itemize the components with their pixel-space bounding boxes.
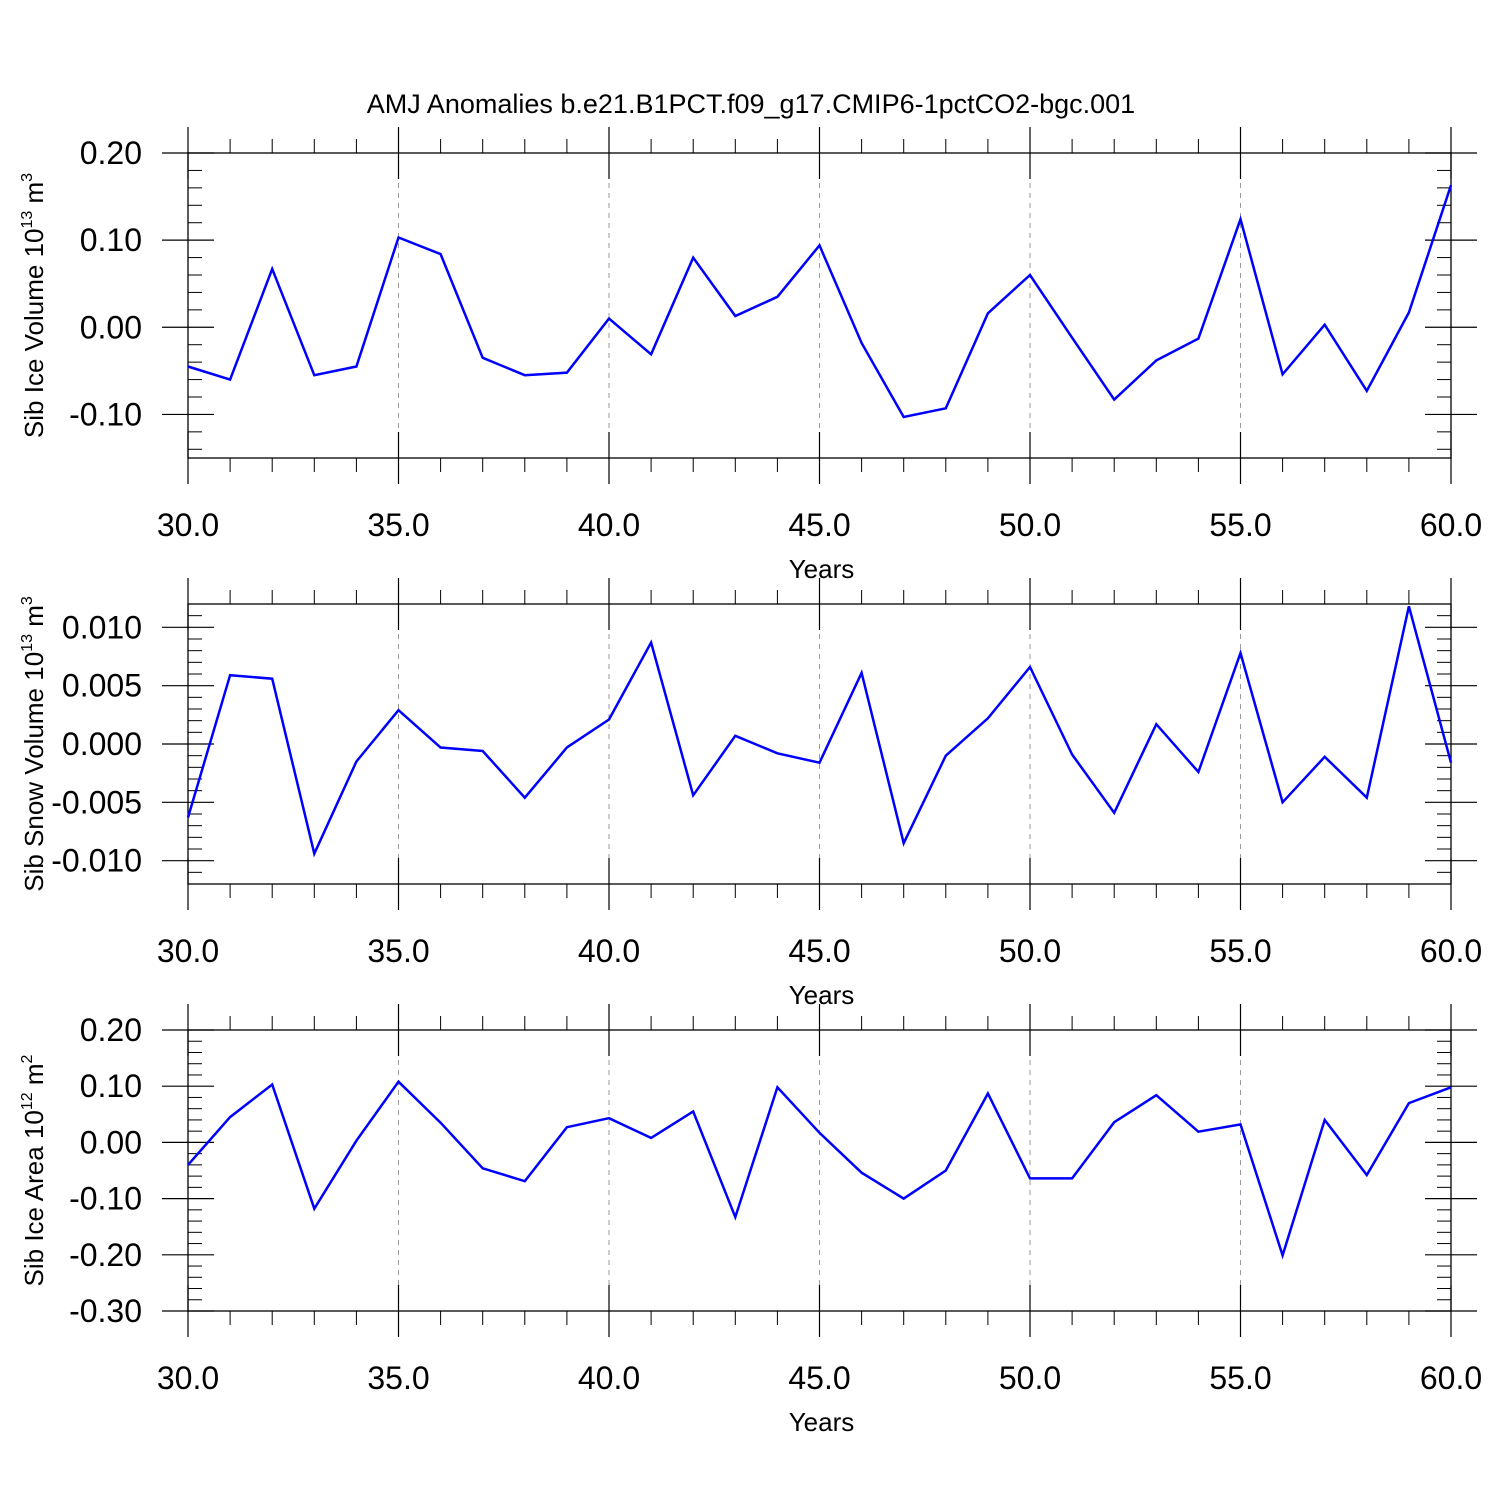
y-axis-label-text: Sib Ice Area 10	[19, 1110, 49, 1286]
y-tick-label: -0.20	[69, 1237, 142, 1273]
x-tick-label: 30.0	[157, 933, 219, 969]
y-tick-label: -0.10	[69, 1181, 142, 1217]
x-tick-label: 40.0	[578, 933, 640, 969]
y-axis-label-unit-exponent: 3	[19, 596, 36, 605]
y-tick-label: 0.10	[80, 1068, 142, 1104]
x-tick-label: 30.0	[157, 1360, 219, 1396]
y-tick-label: 0.005	[62, 668, 142, 704]
x-tick-label: 50.0	[999, 1360, 1061, 1396]
x-tick-label: 60.0	[1420, 1360, 1482, 1396]
y-tick-label: 0.20	[80, 135, 142, 171]
x-axis-label: Years	[789, 980, 855, 1010]
x-tick-label: 50.0	[999, 507, 1061, 543]
series-line	[186, 605, 1453, 858]
x-tick-label: 55.0	[1209, 507, 1271, 543]
y-tick-label: 0.20	[80, 1012, 142, 1048]
chart-panel-2: 0.010 0.005 0.000 -0.005 -0.010 30.0 35.0 40.0 4…	[19, 578, 1482, 1010]
y-axis-label: Sib Ice Volume 1013 m3	[19, 173, 49, 438]
x-tick-label: 40.0	[578, 507, 640, 543]
y-axis-label-unit-exponent: 2	[19, 1054, 36, 1063]
plot-frame	[187, 603, 1452, 885]
y-axis-label-unit: m	[19, 605, 49, 634]
y-tick-label: 0.00	[80, 1124, 142, 1160]
x-tick-label: 45.0	[788, 1360, 850, 1396]
x-tick-label: 55.0	[1209, 933, 1271, 969]
x-tick-label: 40.0	[578, 1360, 640, 1396]
y-tick-label: -0.10	[69, 396, 142, 432]
plot-frame	[187, 1029, 1452, 1312]
y-tick-label: 0.10	[80, 222, 142, 258]
y-axis-label: Sib Ice Area 1012 m2	[19, 1054, 49, 1286]
y-tick-label: -0.30	[69, 1293, 142, 1329]
y-axis-label-exponent: 13	[19, 211, 36, 229]
chart-title: AMJ Anomalies b.e21.B1PCT.f09_g17.CMIP6-…	[367, 89, 1135, 119]
x-tick-label: 45.0	[788, 507, 850, 543]
chart-panel-1: 0.20 0.10 0.00 -0.10 30.0 35.0 40.0 45.0 50.0 55.…	[19, 127, 1482, 584]
y-axis-label-exponent: 13	[19, 634, 36, 652]
plot-frame	[187, 152, 1452, 459]
y-axis-label-text: Sib Ice Volume 10	[19, 229, 49, 439]
chart-panel-3: 0.20 0.10 0.00 -0.10 -0.20 -0.30 30.0 35.0 40.0 4…	[19, 1004, 1482, 1437]
y-axis-label-text: Sib Snow Volume 10	[19, 652, 49, 892]
y-tick-label: 0.010	[62, 609, 142, 645]
y-tick-label: 0.000	[62, 726, 142, 762]
x-tick-label: 35.0	[367, 1360, 429, 1396]
series-line	[187, 1079, 1452, 1260]
y-axis-label-unit: m	[19, 182, 49, 211]
x-tick-label: 60.0	[1420, 507, 1482, 543]
y-axis-label-exponent: 12	[19, 1092, 36, 1110]
series-line	[187, 184, 1453, 419]
x-tick-label: 35.0	[367, 507, 429, 543]
y-tick-label: -0.005	[51, 784, 142, 820]
y-tick-label: -0.010	[51, 843, 142, 879]
y-axis-label: Sib Snow Volume 1013 m3	[19, 596, 49, 892]
y-tick-label: 0.00	[80, 309, 142, 345]
y-axis-label-unit-exponent: 3	[19, 173, 36, 182]
x-tick-label: 45.0	[788, 933, 850, 969]
y-axis-label-unit: m	[19, 1063, 49, 1092]
x-tick-label: 35.0	[367, 933, 429, 969]
x-tick-label: 55.0	[1209, 1360, 1271, 1396]
x-tick-label: 60.0	[1420, 933, 1482, 969]
x-axis-label: Years	[789, 554, 855, 584]
x-axis-label: Years	[789, 1407, 855, 1437]
x-tick-label: 50.0	[999, 933, 1061, 969]
x-tick-label: 30.0	[157, 507, 219, 543]
